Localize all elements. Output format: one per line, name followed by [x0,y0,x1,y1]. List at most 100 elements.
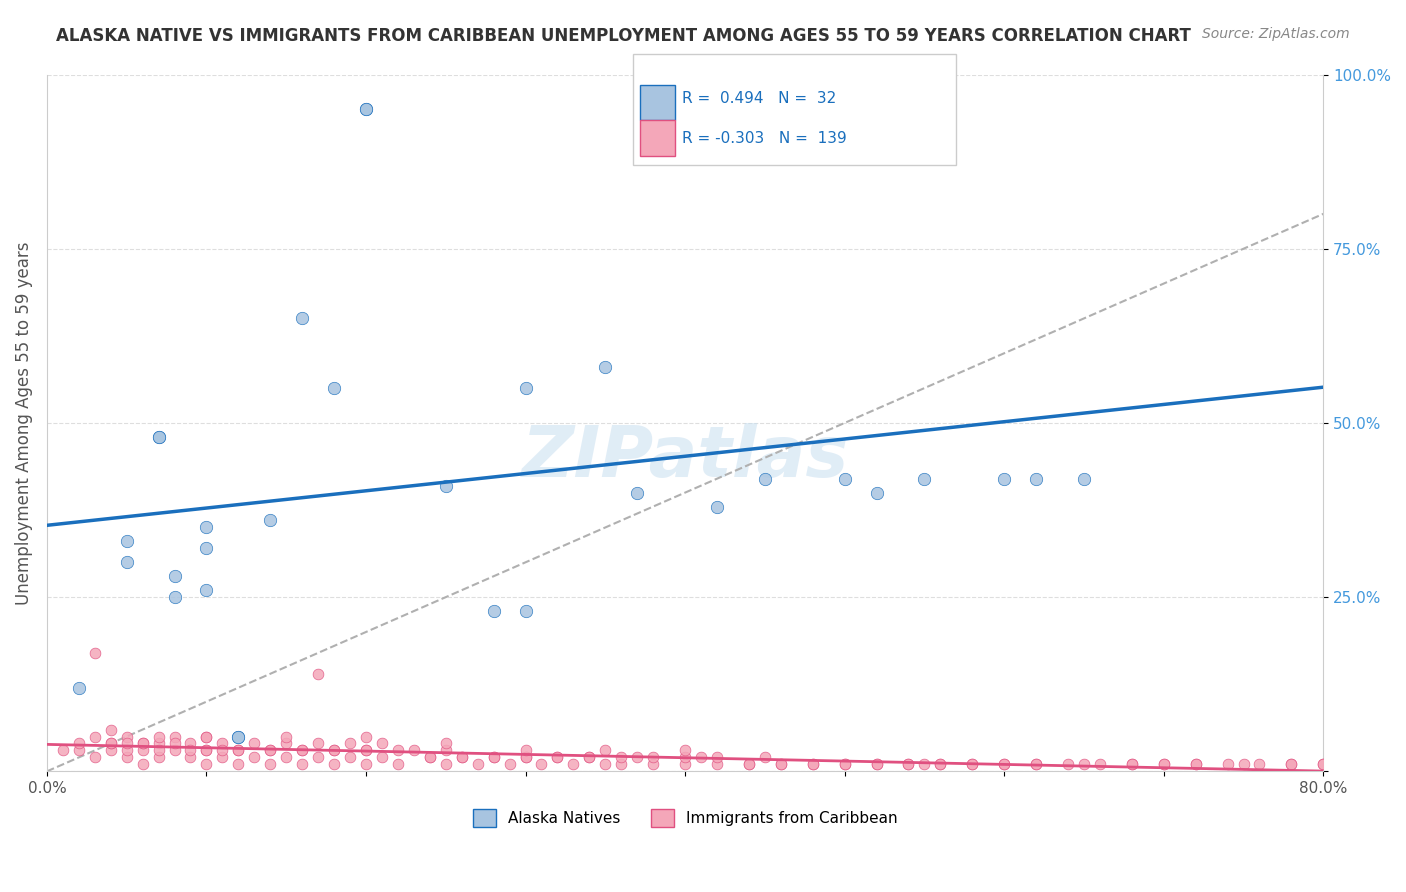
Point [228,743,250,757]
Point [690,750,713,764]
Point [482,604,505,618]
Point [419,750,441,764]
Point [754,472,776,486]
Point [100,723,122,737]
Point [100,743,122,757]
Point [1279,757,1302,772]
Point [1121,757,1143,772]
Point [482,750,505,764]
Point [801,757,824,772]
Point [276,736,298,750]
Point [179,736,201,750]
Point [834,757,856,772]
Y-axis label: Unemployment Among Ages 55 to 59 years: Unemployment Among Ages 55 to 59 years [15,241,32,605]
Point [115,750,138,764]
Point [1153,757,1175,772]
Point [163,569,186,583]
Point [307,736,329,750]
Point [307,666,329,681]
Point [578,750,600,764]
Point [148,736,170,750]
Point [291,743,314,757]
Point [595,743,617,757]
Point [610,750,633,764]
Point [515,750,537,764]
Point [148,430,170,444]
Point [515,604,537,618]
Point [148,730,170,744]
Point [865,757,887,772]
Point [195,757,218,772]
Point [912,472,935,486]
Point [52,743,75,757]
Point [148,750,170,764]
Point [228,743,250,757]
Point [131,757,153,772]
Point [211,736,233,750]
Point [706,750,728,764]
Point [291,757,314,772]
Point [673,103,696,117]
Point [962,757,984,772]
Point [515,750,537,764]
Point [929,757,952,772]
Point [738,757,761,772]
Point [67,743,90,757]
Point [323,743,346,757]
Point [131,736,153,750]
Point [148,743,170,757]
Text: R =  0.494   N =  32: R = 0.494 N = 32 [682,91,837,105]
Point [434,478,457,492]
Point [354,730,377,744]
Point [769,757,792,772]
Point [434,757,457,772]
Point [195,730,218,744]
Point [179,743,201,757]
Text: R = -0.303   N =  139: R = -0.303 N = 139 [682,131,846,145]
Point [83,730,105,744]
Point [179,750,201,764]
Point [163,736,186,750]
Point [578,750,600,764]
Point [307,750,329,764]
Point [1216,757,1239,772]
Point [643,750,665,764]
Text: Source: ZipAtlas.com: Source: ZipAtlas.com [1202,27,1350,41]
Point [243,750,266,764]
Point [115,534,138,549]
Point [1121,757,1143,772]
Legend: Alaska Natives, Immigrants from Caribbean: Alaska Natives, Immigrants from Caribbea… [467,803,904,833]
Point [371,750,394,764]
Point [673,750,696,764]
Point [434,743,457,757]
Point [67,681,90,695]
Point [276,750,298,764]
Point [1312,757,1334,772]
Point [962,757,984,772]
Point [993,757,1015,772]
Point [339,750,361,764]
Point [163,743,186,757]
Point [993,472,1015,486]
Point [626,750,648,764]
Point [354,743,377,757]
Point [83,750,105,764]
Point [595,757,617,772]
Point [993,757,1015,772]
Point [673,757,696,772]
Point [865,757,887,772]
Point [402,743,425,757]
Point [354,103,377,117]
Point [211,743,233,757]
Point [291,743,314,757]
Point [100,736,122,750]
Point [643,757,665,772]
Point [1184,757,1206,772]
Point [467,757,489,772]
Point [354,757,377,772]
Point [115,555,138,569]
Text: ALASKA NATIVE VS IMMIGRANTS FROM CARIBBEAN UNEMPLOYMENT AMONG AGES 55 TO 59 YEAR: ALASKA NATIVE VS IMMIGRANTS FROM CARIBBE… [56,27,1191,45]
Point [115,730,138,744]
Point [912,757,935,772]
Point [339,736,361,750]
